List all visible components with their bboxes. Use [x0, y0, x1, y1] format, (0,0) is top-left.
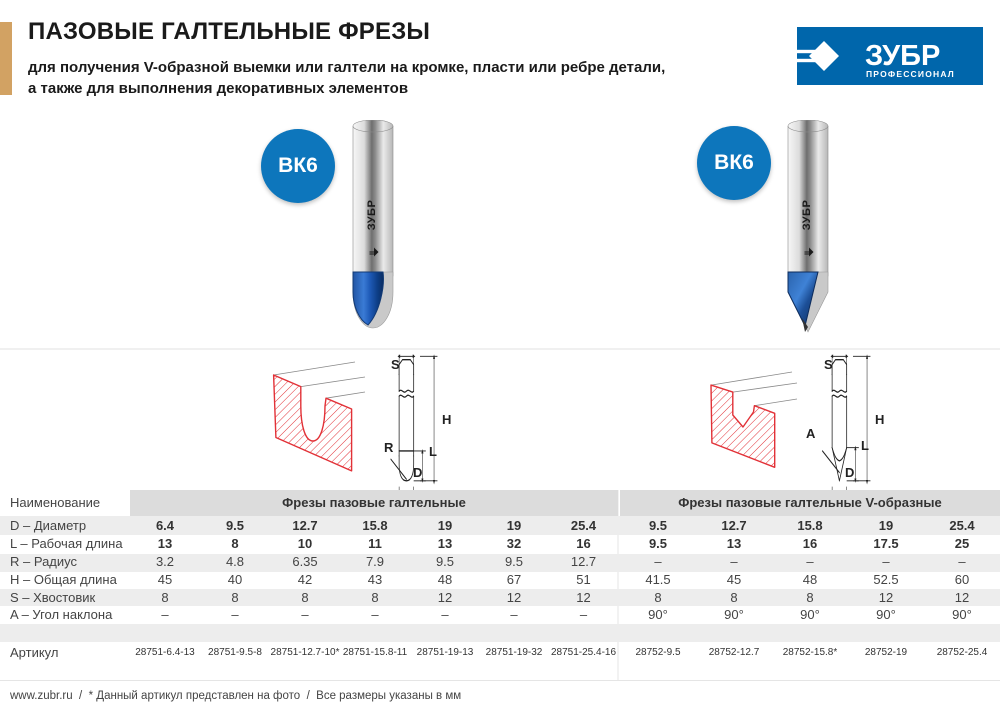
svg-text:L: L: [429, 444, 437, 459]
svg-text:S: S: [824, 357, 833, 372]
svg-text:S: S: [391, 357, 400, 372]
svg-text:A: A: [806, 426, 816, 441]
svg-text:R: R: [384, 440, 394, 455]
svg-text:L: L: [861, 438, 869, 453]
svg-text:H: H: [442, 412, 451, 427]
svg-text:D: D: [845, 465, 854, 480]
svg-text:D: D: [413, 465, 422, 480]
svg-text:H: H: [875, 412, 884, 427]
